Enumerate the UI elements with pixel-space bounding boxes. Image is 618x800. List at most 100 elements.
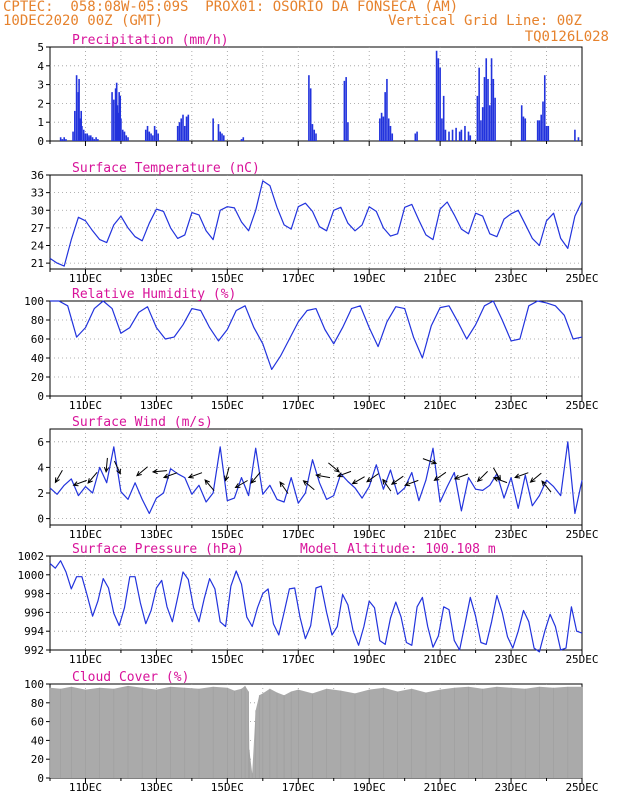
wind-arrow [422,458,438,465]
precip-bar [439,67,441,141]
precip-bar [118,92,120,141]
x-tick-label: 11DEC [69,528,102,541]
precip-bar [458,131,461,141]
x-tick-label: 17DEC [282,272,315,285]
x-tick-label: 13DEC [140,272,173,285]
precip-bar [242,137,245,141]
x-tick-label: 25DEC [565,399,598,412]
y-tick-label: 0 [37,390,44,403]
wind-arrow [492,476,508,484]
precip-bar [315,133,317,141]
x-tick-label: 23DEC [495,528,528,541]
precip-bar [460,129,463,141]
precip-bar [451,129,454,141]
x-tick-label: 13DEC [140,399,173,412]
precip-bar [148,131,151,141]
x-tick-label: 19DEC [353,653,386,666]
panel-title-pres: Surface Pressure (hPa) [72,542,244,557]
precip-bar [543,75,546,141]
y-tick-label: 5 [37,41,44,54]
precip-bar [65,139,67,141]
wind-arrow [336,470,352,478]
cloud-area [50,685,582,778]
precip-bar [180,118,183,141]
precip-bar [469,135,472,141]
header-date: 10DEC2020 00Z (GMT) [3,13,164,29]
precip-bar [391,133,394,141]
precip-bar [59,137,62,141]
precip-bar [442,95,445,141]
precip-bar [79,118,81,141]
x-tick-label: 13DEC [140,781,173,794]
precip-bar [311,124,314,141]
panel-title-wind: Surface Wind (m/s) [72,415,213,430]
y-tick-label: 36 [31,169,44,182]
precip-bar [152,135,154,141]
precip-bar [153,125,156,141]
precip-bar [524,118,527,141]
wind-arrow [187,472,203,479]
precip-bar [113,99,115,141]
wind-arrow [514,472,529,479]
precip-bar [114,88,117,141]
precip-bar [487,78,489,141]
y-tick-label: 33 [31,187,44,200]
y-tick-label: 3 [37,79,44,92]
x-tick-label: 23DEC [495,272,528,285]
precip-bar [522,116,525,141]
precip-bar [485,58,488,141]
precip-bar [313,129,316,141]
precip-bar [178,122,181,141]
wind-arrow [453,473,469,480]
precip-bar [414,133,417,141]
precip-bar [488,105,491,141]
precip-bar [155,129,158,141]
precip-bar [240,139,243,141]
plot-frame [49,555,583,651]
precip-bar [212,118,214,141]
x-tick-label: 19DEC [353,399,386,412]
precip-bar [308,75,310,141]
panel-title-precip: Precipitation (mm/h) [72,33,229,48]
precip-bar [574,129,576,141]
panel-precip: 0 1 2 3 4 5 Precipitation (mm/h) [37,33,583,148]
wind-arrow [366,473,379,483]
panel-title-cloud: Cloud Cover (%) [72,670,189,685]
precip-bar [538,120,541,141]
x-tick-label: 25DEC [565,528,598,541]
y-tick-label: 27 [31,222,44,235]
y-tick-label: 20 [31,371,44,384]
y-tick-label: 1000 [18,569,45,582]
panel-temp: 21 24 27 30 33 36 11DEC 13DEC 15DEC 17DEC 19DEC 21D… [31,161,599,285]
x-tick-label: 19DEC [353,781,386,794]
wind-arrow [54,470,63,484]
panel-cloud: 0 20 40 60 80 100 11DEC 13DEC 15DEC 17DEC 19DEC 21D… [24,670,598,794]
wind-arrow [433,471,447,482]
y-tick-label: 2 [37,487,44,500]
x-tick-label: 17DEC [282,399,315,412]
x-tick-label: 17DEC [282,781,315,794]
y-tick-label: 1 [37,116,44,129]
precip-bar [494,97,496,141]
precip-bar [444,129,447,141]
x-tick-label: 15DEC [211,781,244,794]
precip-bar [187,114,190,141]
x-tick-label: 17DEC [282,528,315,541]
y-tick-label: 6 [37,436,44,449]
x-tick-label: 11DEC [69,272,102,285]
precip-bar [441,118,443,141]
precip-bar [121,129,124,141]
panel-title-temp: Surface Temperature (nC) [72,161,260,176]
precip-bar [480,120,482,141]
y-tick-label: 100 [24,295,44,308]
x-tick-label: 23DEC [495,781,528,794]
precip-bar [91,137,94,141]
precip-bar [490,58,493,141]
precip-bar [221,133,223,141]
y-tick-label: 0 [37,513,44,526]
x-tick-label: 21DEC [424,272,457,285]
x-tick-label: 19DEC [353,272,386,285]
wind-arrow [72,479,87,487]
precip-bar [146,125,149,141]
